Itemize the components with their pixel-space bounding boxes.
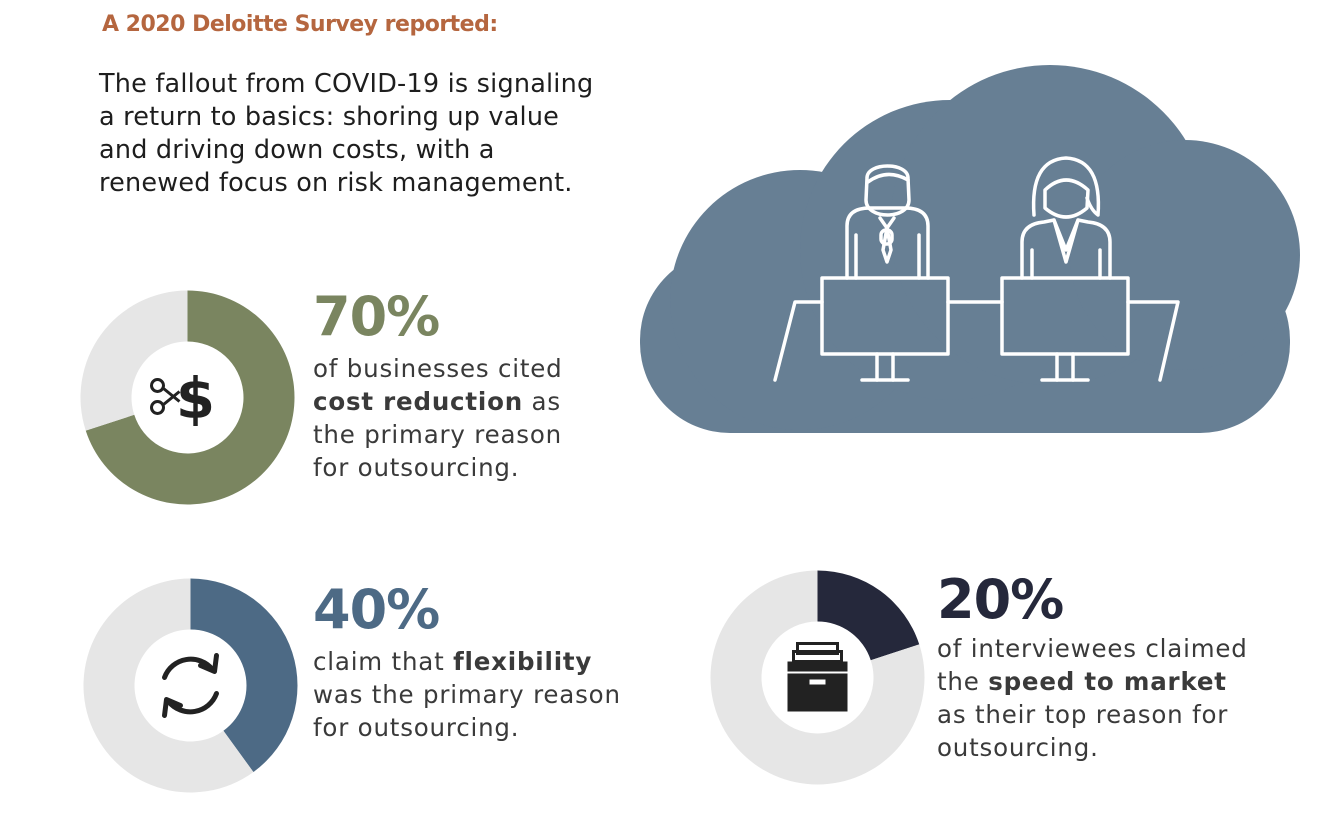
desc-bold: flexibility <box>453 647 593 676</box>
donut-slice-other <box>80 290 188 431</box>
stat-percent: 20% <box>937 568 1064 631</box>
desc-text: as <box>522 387 561 416</box>
stat-percent: 70% <box>313 285 440 348</box>
intro-line: and driving down costs, with a <box>99 135 495 165</box>
two-workers-cloud-icon <box>640 65 1300 433</box>
scissors-dollar-icon: $ <box>150 367 215 432</box>
donut-slice-cost-reduction <box>85 290 295 505</box>
desc-line: of businesses cited <box>313 354 563 383</box>
donut-chart-flexibility <box>83 578 298 793</box>
intro-line: The fallout from COVID-19 is signaling <box>99 69 594 99</box>
donut-chart-speed <box>710 570 925 785</box>
donut-slice-other <box>83 578 254 793</box>
donut-slice-flexibility <box>190 578 298 773</box>
stat-description: claim that flexibility was the primary r… <box>313 645 621 744</box>
desc-line: for outsourcing. <box>313 453 520 482</box>
stat-description: of interviewees claimed the speed to mar… <box>937 632 1248 764</box>
file-box-icon <box>787 642 848 712</box>
desc-line: of interviewees claimed <box>937 634 1248 663</box>
refresh-cycle-icon <box>162 653 219 718</box>
desc-line: cost reduction as <box>313 385 563 418</box>
svg-text:$: $ <box>176 367 215 432</box>
desc-line: the speed to market <box>937 665 1248 698</box>
desc-text: the <box>937 667 989 696</box>
intro-line: a return to basics: shoring up value <box>99 102 560 132</box>
desc-line: for outsourcing. <box>313 713 520 742</box>
desc-bold: speed to market <box>988 667 1227 696</box>
desc-line: the primary reason <box>313 420 562 449</box>
desc-line: claim that flexibility <box>313 645 621 678</box>
desc-text: claim that <box>313 647 454 676</box>
desc-line: outsourcing. <box>937 733 1099 762</box>
desc-line: was the primary reason <box>313 680 621 709</box>
desc-bold: cost reduction <box>313 387 523 416</box>
stat-description: of businesses cited cost reduction as th… <box>313 352 563 484</box>
stat-percent: 40% <box>313 578 440 641</box>
intro-text: The fallout from COVID-19 is signaling a… <box>99 68 639 200</box>
donut-slice-speed-to-market <box>817 570 920 661</box>
donut-chart-cost: $ <box>80 290 295 505</box>
survey-title: A 2020 Deloitte Survey reported: <box>102 12 498 37</box>
donut-slice-other <box>710 570 925 785</box>
intro-line: renewed focus on risk management. <box>99 168 573 198</box>
desc-line: as their top reason for <box>937 700 1229 729</box>
